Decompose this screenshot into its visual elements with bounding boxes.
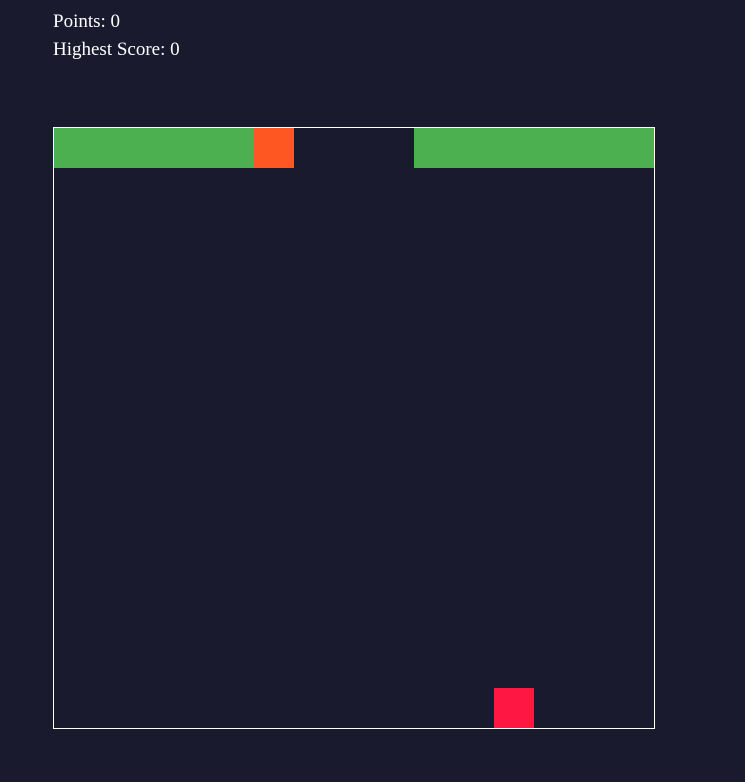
food-item (494, 688, 534, 728)
wall-segment (54, 128, 254, 168)
game-board[interactable] (53, 127, 655, 729)
highest-score-display: Highest Score: 0 (53, 39, 180, 60)
score-panel: Points: 0 Highest Score: 0 (53, 8, 180, 64)
wall-segment (414, 128, 654, 168)
snake-head (254, 128, 294, 168)
points-display: Points: 0 (53, 11, 121, 32)
